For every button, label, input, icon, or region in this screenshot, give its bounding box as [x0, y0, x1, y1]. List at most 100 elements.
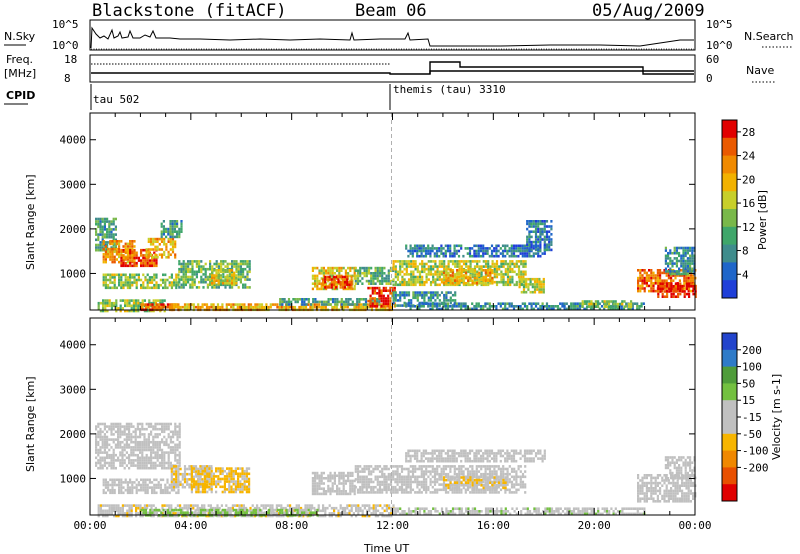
heatmap-cell [101, 466, 104, 470]
heatmap-cell [374, 514, 377, 518]
heatmap-cell [509, 283, 512, 287]
heatmap-cell [532, 220, 535, 223]
heatmap-cell [135, 283, 138, 287]
heatmap-cell [177, 475, 180, 479]
heatmap-cell [97, 422, 100, 426]
heatmap-cell [99, 309, 102, 313]
heatmap-cell [140, 254, 143, 257]
heatmap-cell [120, 248, 123, 252]
heatmap-cell [690, 285, 693, 288]
heatmap-cell [410, 270, 413, 274]
heatmap-cell [526, 307, 529, 311]
heatmap-cell [137, 304, 140, 308]
heatmap-cell [370, 277, 373, 280]
heatmap-cell [537, 220, 540, 223]
heatmap-cell [682, 272, 685, 276]
heatmap-cell [446, 302, 450, 305]
heatmap-cell [586, 300, 589, 303]
heatmap-cell [692, 279, 695, 282]
heatmap-cell [99, 228, 102, 231]
heatmap-cell [427, 267, 430, 271]
heatmap-cell [495, 270, 499, 274]
heatmap-cell [530, 225, 533, 228]
heatmap-cell [248, 467, 251, 470]
heatmap-cell [112, 459, 115, 462]
heatmap-cell [486, 307, 489, 311]
heatmap-cell [346, 275, 349, 279]
heatmap-cell [365, 266, 368, 270]
heatmap-cell [659, 290, 662, 293]
heatmap-cell [163, 456, 166, 460]
heatmap-cell [167, 459, 170, 462]
heatmap-cell [234, 482, 237, 486]
heatmap-cell [134, 464, 137, 467]
heatmap-cell [204, 275, 207, 279]
heatmap-cell [117, 433, 120, 436]
heatmap-cell [165, 243, 168, 246]
heatmap-cell [140, 483, 143, 487]
heatmap-cell [246, 260, 249, 263]
heatmap-cell [396, 275, 400, 279]
heatmap-cell [339, 512, 342, 515]
heatmap-cell [465, 262, 468, 266]
heatmap-cell [456, 273, 459, 276]
heatmap-cell [639, 274, 642, 277]
heatmap-cell [515, 265, 518, 268]
heatmap-cell [143, 299, 146, 302]
heatmap-cell [101, 225, 104, 229]
heatmap-cell [114, 425, 117, 428]
heatmap-cell [141, 440, 144, 444]
heatmap-cell [142, 281, 145, 284]
heatmap-cell [213, 262, 216, 266]
heatmap-cell [295, 506, 298, 510]
heatmap-cell [95, 248, 98, 252]
heatmap-cell [226, 265, 229, 268]
heatmap-cell [280, 514, 283, 518]
heatmap-cell [440, 244, 443, 248]
heatmap-cell [620, 305, 623, 308]
heatmap-cell [119, 446, 122, 449]
heatmap-cell [121, 433, 124, 436]
heatmap-cell [271, 506, 274, 510]
heatmap-cell [109, 278, 112, 282]
heatmap-cell [136, 435, 139, 439]
heatmap-cell [134, 446, 137, 449]
heatmap-cell [210, 475, 213, 478]
heatmap-cell [110, 228, 113, 231]
heatmap-cell [140, 508, 143, 512]
heatmap-cell [434, 280, 437, 284]
heatmap-cell [339, 283, 342, 287]
heatmap-cell [622, 307, 626, 311]
heatmap-cell [187, 270, 190, 274]
heatmap-cell [173, 227, 176, 231]
heatmap-cell [471, 254, 474, 258]
heatmap-cell [103, 243, 106, 247]
heatmap-cell [533, 277, 537, 281]
heatmap-cell [438, 307, 441, 311]
heatmap-cell [103, 228, 106, 231]
heatmap-cell [199, 482, 202, 486]
heatmap-cell [119, 307, 122, 310]
heatmap-cell [133, 248, 136, 252]
heatmap-cell [249, 305, 253, 309]
heatmap-cell [677, 282, 680, 285]
heatmap-cell [484, 252, 487, 255]
heatmap-cell [477, 249, 480, 253]
heatmap-cell [210, 480, 213, 483]
heatmap-cell [424, 302, 428, 305]
heatmap-cell [543, 225, 546, 228]
heatmap-cell [176, 430, 179, 434]
heatmap-cell [534, 220, 538, 223]
heatmap-cell [95, 440, 98, 444]
heatmap-cell [144, 305, 147, 309]
heatmap-cell [163, 299, 166, 302]
heatmap-cell [432, 296, 435, 300]
heatmap-cell [141, 461, 144, 465]
heatmap-cell [231, 286, 234, 289]
heatmap-cell [453, 274, 457, 277]
heatmap-cell [166, 486, 169, 489]
heatmap-cell [215, 269, 218, 272]
y-tick-label: 3000 [60, 178, 87, 191]
heatmap-cell [125, 438, 128, 441]
heatmap-cell [458, 269, 461, 272]
